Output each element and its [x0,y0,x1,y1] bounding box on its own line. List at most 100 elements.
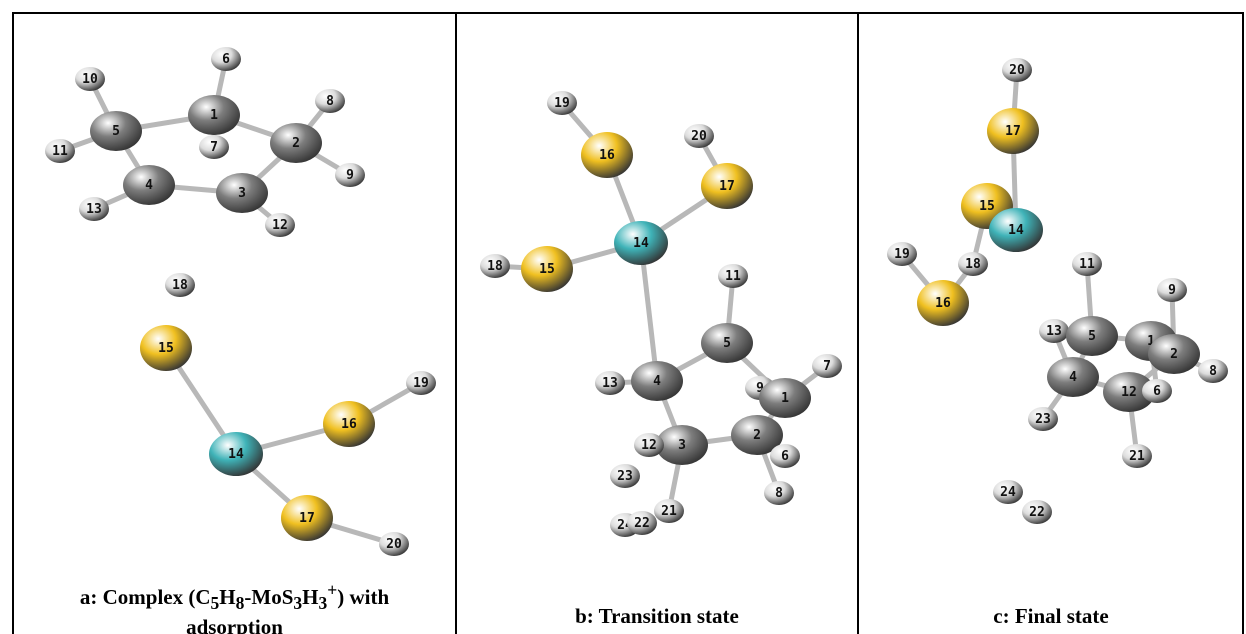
atom-sphere [701,163,753,209]
atom-label: 8 [1209,364,1217,379]
atom-label: 7 [210,140,218,155]
atom-label: 17 [719,179,735,194]
atom-label: 11 [52,144,68,159]
atom-label: 1 [1147,334,1155,349]
atom-sphere [547,91,577,115]
caption-a-sub3: 3 [293,593,303,614]
atom-sphere [1157,278,1187,302]
atom-18: 18 [480,254,510,278]
atom-17: 17 [281,495,333,541]
panel-transition: 19 16 20 17 14 18 15 11 5 4 13 7 9 1 2 3 12 6 23 8 21 24 22 b:… [455,13,857,634]
atom-2: 2 [731,415,783,455]
atom-label: 17 [299,511,315,526]
atom-1: 1 [759,378,811,418]
caption-a-sub2: 8 [235,593,245,614]
atom-21: 21 [1122,444,1152,468]
caption-a-end: ) with [337,585,390,609]
atom-sphere [406,371,436,395]
atom-label: 15 [979,199,995,214]
atom-14: 14 [989,208,1043,252]
panel-final: 20 17 15 14 18 19 16 11 9 13 5 1 2 4 12 6 8 23 21 24 22 c: F… [857,13,1243,634]
atom-12: 12 [265,213,295,237]
atom-4: 4 [123,165,175,205]
atom-15: 15 [521,246,573,292]
atom-label: 4 [1069,370,1077,385]
panel-complex: 5 1 2 3 4 6 7 8 9 10 11 12 13 18 15 14 16 17 19 20 a: Compl… [12,13,455,634]
atom-label: 11 [1079,257,1095,272]
atom-label: 16 [341,417,357,432]
atom-label: 22 [1029,505,1045,520]
atom-label: 21 [1129,449,1145,464]
atom-label: 6 [222,52,230,67]
atom-16: 16 [581,132,633,178]
atom-label: 13 [86,202,102,217]
atom-14: 14 [209,432,263,476]
atom-sphere [701,323,753,363]
atom-sphere [188,95,240,135]
atom-4: 4 [631,361,683,401]
atom-5: 5 [1066,316,1118,356]
atom-sphere [1039,319,1069,343]
atom-sphere [265,213,295,237]
atom-sphere [1103,372,1155,412]
atom-sphere [1142,379,1172,403]
atom-6: 6 [770,444,800,468]
atom-sphere [79,197,109,221]
atom-sphere [993,480,1023,504]
atom-13: 13 [79,197,109,221]
atom-sphere [323,401,375,447]
atom-sphere [1072,252,1102,276]
atom-2: 2 [270,123,322,163]
atom-20: 20 [1002,58,1032,82]
atom-label: 3 [678,438,686,453]
atom-sphere [165,273,195,297]
atom-label: 24 [1000,485,1016,500]
atom-sphere [1022,500,1052,524]
atom-19: 19 [406,371,436,395]
atom-sphere [610,464,640,488]
atom-sphere [718,264,748,288]
atom-sphere [335,163,365,187]
atom-sphere [614,221,668,265]
atom-sphere [379,532,409,556]
atom-20: 20 [379,532,409,556]
atom-sphere [656,425,708,465]
atom-label: 6 [781,449,789,464]
atom-8: 8 [764,481,794,505]
atom-18: 18 [165,273,195,297]
right-border [1242,12,1244,634]
atom-sphere [812,354,842,378]
atom-label: 5 [1088,329,1096,344]
atom-sphere [1002,58,1032,82]
atom-12: 12 [1103,372,1155,412]
atom-label: 9 [756,381,764,396]
atom-label: 14 [228,447,244,462]
atom-label: 1 [210,108,218,123]
atom-label: 5 [112,124,120,139]
caption-a-main: a: Complex (C [79,585,211,609]
atom-sphere [631,361,683,401]
atom-label: 4 [145,178,153,193]
atom-19: 19 [887,242,917,266]
atom-label: 10 [82,72,98,87]
atom-17: 17 [701,163,753,209]
atom-label: 14 [1008,223,1024,238]
atom-label: 4 [653,374,661,389]
atom-sphere [521,246,573,292]
atom-label: 5 [723,336,731,351]
caption-a-sub1: 5 [210,593,220,614]
atom-label: 23 [617,469,633,484]
atom-label: 8 [326,94,334,109]
atom-label: 12 [641,438,657,453]
atom-sphere [1122,444,1152,468]
atom-13: 13 [1039,319,1069,343]
atom-label: 1 [781,391,789,406]
atom-sphere [315,89,345,113]
atom-label: 9 [346,168,354,183]
atom-3: 3 [216,173,268,213]
atom-label: 23 [1035,412,1051,427]
atom-6: 6 [1142,379,1172,403]
